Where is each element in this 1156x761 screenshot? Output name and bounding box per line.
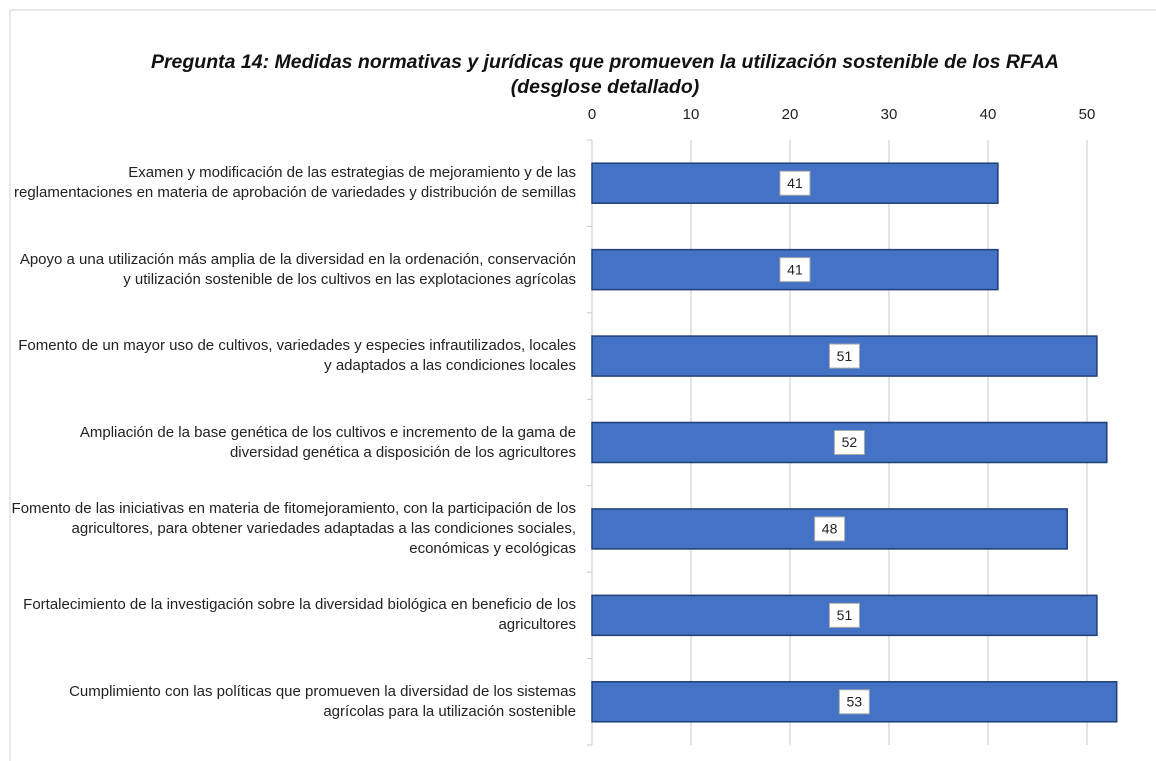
x-tick-label: 40 xyxy=(980,106,997,123)
data-label-box xyxy=(779,257,811,283)
y-tick-label: Fomento de un mayor uso de cultivos, var… xyxy=(18,337,576,375)
y-tick-label: Fortalecimiento de la investigación sobr… xyxy=(23,596,576,634)
data-label-box xyxy=(833,430,865,455)
y-tick-label: Apoyo a una utilización más amplia de la… xyxy=(19,250,576,288)
x-tick-label: 50 xyxy=(1079,106,1096,123)
data-label: 48 xyxy=(822,521,838,537)
data-label-box xyxy=(828,602,860,628)
data-label: 52 xyxy=(842,434,858,450)
data-label-box xyxy=(828,343,860,369)
x-tick-label: 20 xyxy=(782,106,799,123)
y-tick-label: Fomento de las iniciativas en materia de… xyxy=(11,499,576,557)
data-label-box xyxy=(814,516,846,542)
data-label: 41 xyxy=(787,175,803,191)
chart-title: Pregunta 14: Medidas normativas y jurídi… xyxy=(150,51,1060,98)
data-label: 53 xyxy=(847,693,863,709)
x-tick-label: 0 xyxy=(588,106,596,123)
y-tick-label: Cumplimiento con las políticas que promu… xyxy=(69,682,576,720)
data-label-box xyxy=(838,689,870,715)
data-label-box xyxy=(779,170,811,196)
y-tick-label: Ampliación de la base genética de los cu… xyxy=(79,423,576,461)
data-label: 51 xyxy=(837,607,853,623)
x-tick-label: 10 xyxy=(683,106,700,123)
x-tick-label: 30 xyxy=(881,106,898,123)
y-tick-label: Examen y modificación de las estrategias… xyxy=(14,164,576,202)
data-label: 41 xyxy=(787,261,803,277)
data-label: 51 xyxy=(837,348,853,364)
